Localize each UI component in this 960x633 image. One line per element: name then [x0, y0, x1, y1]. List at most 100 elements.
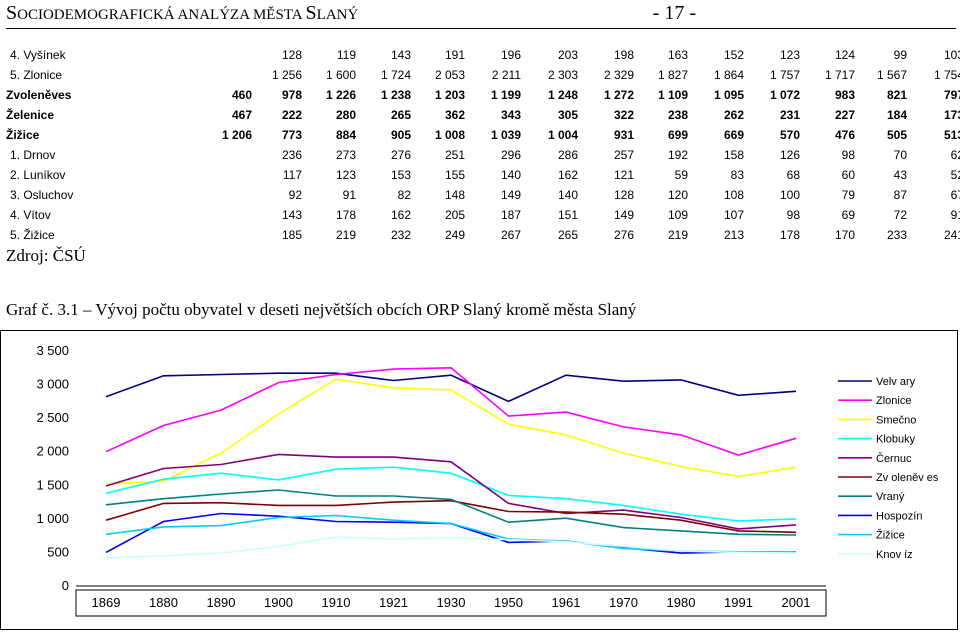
- legend-box: [834, 366, 954, 566]
- table-cell: 238: [667, 108, 688, 122]
- title-part: S: [305, 2, 317, 24]
- table-cell: 305: [557, 108, 578, 122]
- table-cell: 505: [886, 128, 907, 142]
- table-cell: 60: [841, 168, 855, 182]
- table-cell: [196, 205, 258, 225]
- table-cell: 222: [281, 108, 302, 122]
- table-cell: 1 827: [657, 68, 688, 82]
- table-cell: 296: [500, 148, 521, 162]
- table-cell: 123: [335, 168, 356, 182]
- table-cell: 163: [667, 48, 688, 62]
- table-cell: 203: [557, 48, 578, 62]
- table-cell: 699: [667, 128, 688, 142]
- title-part: S: [6, 2, 18, 24]
- table-cell: 219: [667, 228, 688, 242]
- table-cell: 68: [786, 168, 800, 182]
- table-cell: 198: [613, 48, 634, 62]
- population-table: 4. Vyšínek 128 119 143 191 196 203 198 163 152 123…: [0, 45, 960, 245]
- table-cell: 1 095: [713, 88, 744, 102]
- row-label: 4. Vítov: [10, 208, 51, 222]
- table-cell: 1 226: [325, 88, 356, 102]
- table-cell: 773: [281, 128, 302, 142]
- x-tick-label: 1890: [207, 595, 236, 610]
- x-tick-label: 2001: [782, 595, 811, 610]
- table-cell: 69: [841, 208, 855, 222]
- table-cell: 158: [723, 148, 744, 162]
- table-cell: 280: [335, 108, 356, 122]
- table-cell: 62: [950, 148, 960, 162]
- table-cell: 120: [667, 188, 688, 202]
- x-tick-label: 1900: [264, 595, 293, 610]
- table-row: 1. Drnov 236 273 276 251 296 286 257 192 158 126 98…: [0, 145, 960, 165]
- header-rule: [6, 28, 956, 29]
- table-cell: 1 272: [603, 88, 634, 102]
- table-cell: 155: [444, 168, 465, 182]
- series-line-7: [105, 489, 797, 536]
- table-cell: 187: [500, 208, 521, 222]
- table-cell: 192: [667, 148, 688, 162]
- series-line-10: [105, 536, 797, 559]
- legend-label: Smečno: [876, 414, 916, 426]
- table-cell: 1 864: [713, 68, 744, 82]
- table-cell: 1 072: [769, 88, 800, 102]
- table-row: Želenice 467 222 280 265 362 343 305 322 238 262 23…: [0, 105, 960, 125]
- x-tick-label: 1869: [92, 595, 121, 610]
- table-cell: 231: [779, 108, 800, 122]
- table-cell: 1 724: [380, 68, 411, 82]
- table-cell: 184: [886, 108, 907, 122]
- table-cell: 98: [786, 208, 800, 222]
- legend-label: Černuc: [876, 452, 912, 465]
- table-row: 4. Vyšínek 128 119 143 191 196 203 198 163 152 123…: [0, 45, 960, 65]
- table-row: 2. Luníkov 117 123 153 155 140 162 121 59 83 68 60 4…: [0, 165, 960, 185]
- series-line-6: [105, 499, 797, 534]
- table-cell: 2 053: [434, 68, 465, 82]
- table-cell: 219: [335, 228, 356, 242]
- table-cell: 205: [444, 208, 465, 222]
- table-cell: 1 256: [271, 68, 302, 82]
- table-cell: 2 303: [547, 68, 578, 82]
- y-tick-label: 1 500: [36, 477, 69, 492]
- table-cell: 83: [730, 168, 744, 182]
- table-row: 5. Žižice 185 219 232 249 267 265 276 219 213 178 1…: [0, 225, 960, 245]
- table-cell: 108: [723, 188, 744, 202]
- table-cell: 262: [723, 108, 744, 122]
- table-cell: [196, 65, 258, 85]
- row-label: 3. Osluchov: [10, 188, 74, 202]
- table-cell: 162: [390, 208, 411, 222]
- series-line-4: [105, 466, 797, 522]
- table-cell: 241: [943, 228, 960, 242]
- table-cell: 362: [444, 108, 465, 122]
- table-cell: 1 754: [933, 68, 960, 82]
- y-tick-label: 1 000: [36, 511, 69, 526]
- table-cell: 124: [834, 48, 855, 62]
- legend-label: Vraný: [876, 491, 905, 503]
- table-cell: 152: [723, 48, 744, 62]
- row-label: 2. Luníkov: [10, 168, 66, 182]
- table-cell: 162: [557, 168, 578, 182]
- table-cell: 140: [500, 168, 521, 182]
- table-cell: 265: [557, 228, 578, 242]
- table-cell: 343: [500, 108, 521, 122]
- table-cell: 236: [281, 148, 302, 162]
- table-cell: 251: [444, 148, 465, 162]
- table-cell: 249: [444, 228, 465, 242]
- table-cell: 109: [667, 208, 688, 222]
- table-cell: 149: [500, 188, 521, 202]
- table-cell: [196, 225, 258, 245]
- table-row: Zvoleněves 460 978 1 226 1 238 1 203 1 199 1 24…: [0, 85, 960, 105]
- table-cell: 570: [779, 128, 800, 142]
- x-tick-label: 1921: [379, 595, 408, 610]
- table-cell: 153: [390, 168, 411, 182]
- page-header: SOCIODEMOGRAFICKÁ ANALÝZA MĚSTA SLANÝ - …: [6, 0, 956, 29]
- x-tick-label: 1930: [437, 595, 466, 610]
- table-cell: 1 008: [434, 128, 465, 142]
- row-label: Zvoleněves: [6, 88, 72, 102]
- source-note: Zdroj: ČSÚ: [6, 246, 86, 265]
- y-tick-label: 3 000: [36, 377, 69, 392]
- table-cell: 1 004: [547, 128, 578, 142]
- table-cell: 821: [886, 88, 907, 102]
- x-tick-label: 1961: [552, 595, 581, 610]
- table-cell: 476: [834, 128, 855, 142]
- table-cell: 178: [335, 208, 356, 222]
- x-tick-label: 1980: [667, 595, 696, 610]
